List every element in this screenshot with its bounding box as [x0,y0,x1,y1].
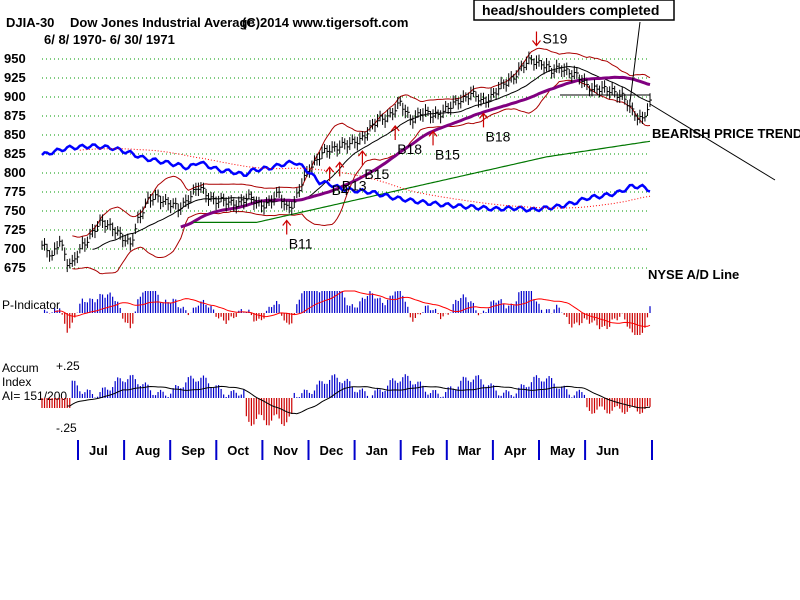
p-indicator-histogram [43,290,651,335]
nyse-ad-label: NYSE A/D Line [648,267,739,282]
price-tick-label: 725 [4,222,26,237]
callout-text: head/shoulders completed [482,2,659,18]
buy-arrow [325,166,335,182]
accum-ma [67,385,651,415]
index-name: Dow Jones Industrial Average [70,15,255,30]
signal-label: B18 [397,141,422,157]
signal-label: B11 [289,235,313,251]
signal-label: B13 [342,177,367,193]
price-tick-label: 950 [4,51,26,66]
bearish-label: BEARISH PRICE TREND [652,126,800,141]
month-label: Aug [135,443,160,458]
buy-arrow [335,161,345,177]
month-label: Nov [273,443,298,458]
price-tick-label: 925 [4,70,26,85]
price-tick-label: 825 [4,146,26,161]
signal-label: B18 [485,128,510,144]
p-indicator-label: P-Indicator [2,298,60,312]
month-label: Dec [320,443,344,458]
ma-21-line [92,65,651,250]
price-tick-label: 850 [4,127,26,142]
buy-arrow [479,112,488,128]
month-label: May [550,443,576,458]
callout-box [473,0,675,21]
ai-value: AI= 151/200 [2,389,67,403]
price-bars [41,51,652,273]
sell-arrow [532,31,541,47]
price-tick-label: 800 [4,165,26,180]
upper-band [72,47,651,238]
signal-label: B15 [364,166,389,182]
price-grid [42,58,650,269]
price-tick-label: 750 [4,203,26,218]
index-label: Index [2,375,31,389]
date-range: 6/ 8/ 1970- 6/ 30/ 1971 [44,32,175,47]
buy-arrow [390,125,400,141]
signal-label: B4 [332,182,349,198]
p-indicator-ma [54,290,651,327]
month-label: Mar [458,443,481,458]
month-label: Jul [89,443,108,458]
ma-200-line [193,140,651,223]
accum-histogram [41,374,651,426]
trendlines [560,21,776,181]
buy-arrow [282,219,292,235]
month-label: Apr [504,443,526,458]
month-label: Feb [412,443,435,458]
price-tick-label: 700 [4,241,26,256]
accum-bottom-tick: -.25 [56,421,77,435]
ad-line-group [41,143,651,213]
price-tick-label: 900 [4,89,26,104]
price-tick-label: 875 [4,108,26,123]
ticker-label: DJIA-30 [6,15,54,30]
price-axis-labels: 950 925 900 875 850 825 800 775 750 725 700 675 [4,51,26,275]
bearish-pointer [649,103,776,181]
copyright-label: (C)2014 www.tigersoft.com [242,15,408,30]
ad-line-ma [79,148,651,209]
month-label: Oct [227,443,249,458]
buy-arrow [357,150,367,166]
buy-arrow [428,130,438,146]
month-axis: Jul Aug Sep Oct Nov Dec Jan Feb Mar Apr May Jun [77,440,653,460]
month-label: Sep [181,443,205,458]
price-tick-label: 775 [4,184,26,199]
signal-label: B15 [435,146,460,162]
month-label: Jun [596,443,619,458]
accum-top-tick: +.25 [56,359,80,373]
price-tick-label: 675 [4,260,26,275]
month-label: Jan [366,443,388,458]
moving-averages [92,65,651,250]
callout-pointer [629,21,641,103]
accum-label: Accum [2,361,39,375]
signal-label: S19 [542,31,567,47]
